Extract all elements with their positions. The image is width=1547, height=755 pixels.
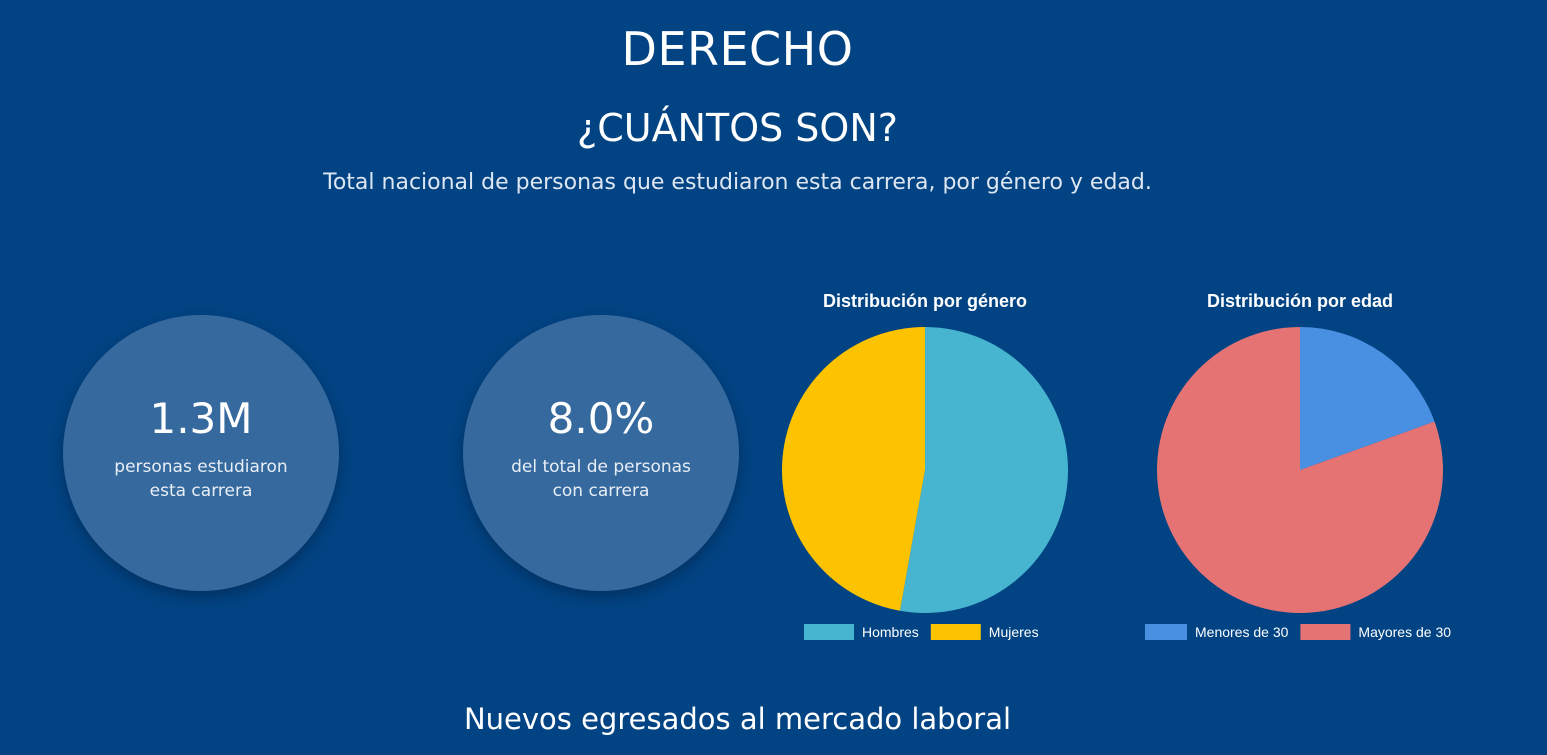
legend-label: Mujeres [989,624,1039,640]
age-pie-chart: Distribución por edad Menores de 30 Mayor… [1145,291,1451,640]
stat-label-line1: del total de personas [511,456,691,477]
legend-label: Mayores de 30 [1358,624,1451,640]
legend-label: Hombres [862,624,919,640]
section-heading-new-graduates: Nuevos egresados al mercado laboral [463,702,1012,736]
legend-label: Menores de 30 [1195,624,1289,640]
page-title: DERECHO [621,22,854,76]
pie-slice-menores-de-30 [1300,327,1435,470]
stat-label: del total de personas con carrera [501,455,701,503]
pie-slices [781,327,1068,613]
section-subtitle: ¿CUÁNTOS SON? [577,106,898,150]
section-description: Total nacional de personas que estudiaro… [323,170,1152,195]
stat-label: personas estudiaron esta carrera [101,455,301,503]
chart-legend: Menores de 30 Mayores de 30 [1145,624,1451,640]
chart-title: Distribución por género [823,291,1027,311]
stat-value: 1.3M [149,393,253,443]
stat-total-people: 1.3M personas estudiaron esta carrera [63,315,339,591]
legend-swatch [1145,624,1187,640]
pie-slice-mayores-de-30 [1157,327,1443,613]
legend-swatch [804,624,854,640]
stat-label-line2: con carrera [552,480,650,501]
legend-swatch [1300,624,1351,640]
pie-slice-hombres [899,327,1068,613]
stat-value: 8.0% [547,393,655,443]
legend-swatch [930,624,981,640]
chart-legend: Hombres Mujeres [804,624,1039,640]
stat-label-line1: personas estudiaron [114,456,288,477]
stat-label-line2: esta carrera [149,480,253,501]
pie-slices [1157,327,1443,613]
chart-title: Distribución por edad [1207,291,1393,311]
gender-pie-chart: Distribución por género Hombres Mujeres [781,291,1068,640]
stat-share-percent: 8.0% del total de personas con carrera [463,315,739,591]
pie-slice-mujeres [781,327,925,611]
